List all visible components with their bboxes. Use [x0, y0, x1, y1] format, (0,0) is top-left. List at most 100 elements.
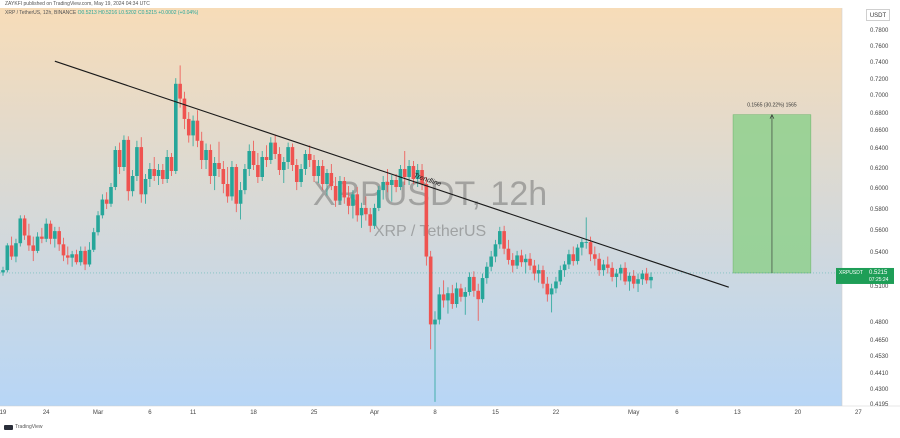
candle-body [480, 278, 485, 300]
candle-body [109, 187, 113, 204]
candle-body [333, 186, 338, 201]
candle-down [40, 227, 44, 244]
candle-down [234, 164, 239, 213]
candle-down [22, 215, 27, 240]
candle-body [282, 162, 286, 170]
y-tick-label: 0.7800 [870, 28, 889, 34]
candle-up [498, 226, 502, 249]
y-tick-label: 0.7400 [870, 60, 889, 66]
candle-down [424, 177, 429, 266]
tradingview-icon [4, 424, 13, 430]
candle-down [346, 186, 351, 215]
candle-body [44, 223, 48, 239]
candle-up [567, 249, 571, 269]
candle-up [91, 227, 96, 252]
candle-body [117, 150, 122, 167]
candle-up [467, 272, 472, 296]
candle-up [549, 283, 554, 313]
y-tick-label: 0.5600 [870, 228, 889, 234]
candle-body [126, 139, 131, 192]
candle-body [472, 276, 476, 291]
currency-button[interactable]: USDT [866, 9, 890, 21]
candle-up [44, 218, 48, 243]
candle-body [31, 245, 36, 251]
candle-down [411, 161, 416, 184]
candle-up [70, 250, 74, 267]
candle-up [204, 143, 208, 169]
candle-body [364, 207, 368, 215]
y-tick-label: 0.4195 [870, 402, 889, 408]
candle-body [545, 283, 550, 295]
candle-body [562, 264, 567, 271]
y-tick-label: 0.4650 [870, 338, 889, 344]
tradingview-logo: TradingView [4, 424, 43, 430]
candle-down [66, 246, 70, 265]
candle-up [515, 250, 519, 269]
candle-up [148, 163, 152, 187]
candle-up [299, 164, 303, 187]
candle-body [264, 157, 269, 160]
candle-up [282, 157, 286, 183]
candle-body [558, 270, 563, 282]
candle-down [532, 259, 537, 281]
candle-down [307, 145, 312, 167]
candle-body [346, 197, 351, 206]
last-price-value: 0.5215 [869, 270, 888, 276]
candle-body [342, 181, 347, 198]
candle-body [368, 214, 372, 226]
candle-body [14, 243, 18, 257]
candle-body [9, 245, 14, 257]
candle-body [506, 248, 511, 260]
candle-body [53, 231, 57, 239]
candle-body [454, 288, 459, 304]
candle-body [178, 83, 182, 99]
candle-body [195, 120, 200, 141]
y-tick-label: 0.5400 [870, 250, 889, 256]
candle-up [109, 183, 113, 207]
candle-body [498, 231, 502, 245]
y-tick-label: 0.6000 [870, 186, 889, 192]
candle-body [57, 231, 61, 245]
candle-down [27, 223, 31, 251]
candle-body [294, 165, 299, 182]
candle-body [286, 147, 290, 162]
x-tick-label: 20 [795, 410, 802, 416]
candle-up [260, 151, 264, 181]
candle-body [407, 166, 411, 177]
candle-body [532, 265, 537, 274]
candle-up [325, 169, 329, 196]
candle-body [74, 254, 79, 263]
candle-body [351, 194, 355, 206]
candle-body [1, 270, 5, 273]
candle-up [649, 272, 653, 289]
candle-body [182, 98, 187, 119]
candle-down [472, 271, 476, 297]
candle-down [394, 174, 398, 193]
candle-down [459, 283, 463, 302]
y-tick-label: 0.5100 [870, 284, 889, 290]
candle-body [48, 223, 53, 239]
candle-up [351, 190, 355, 219]
candle-body [316, 166, 321, 176]
candle-up [489, 250, 493, 272]
candle-up [536, 264, 541, 283]
candle-body [502, 231, 506, 249]
candle-body [584, 242, 588, 243]
candle-body [610, 267, 614, 277]
watermark-subtitle: XRP / TetherUS [374, 223, 486, 240]
candle-down [117, 142, 122, 174]
candle-up [165, 150, 169, 183]
candle-up [554, 276, 558, 294]
x-tick-label: 15 [492, 410, 499, 416]
candle-down [506, 239, 511, 265]
y-tick-label: 0.4530 [870, 354, 889, 360]
symbol-line: XRP / TetherUS, 12h, BINANCE [5, 10, 77, 16]
candle-body [523, 258, 528, 263]
candle-body [260, 157, 264, 177]
candle-up [87, 242, 92, 267]
x-tick-label: May [628, 410, 639, 416]
candle-body [640, 273, 645, 280]
candle-up [78, 246, 83, 266]
